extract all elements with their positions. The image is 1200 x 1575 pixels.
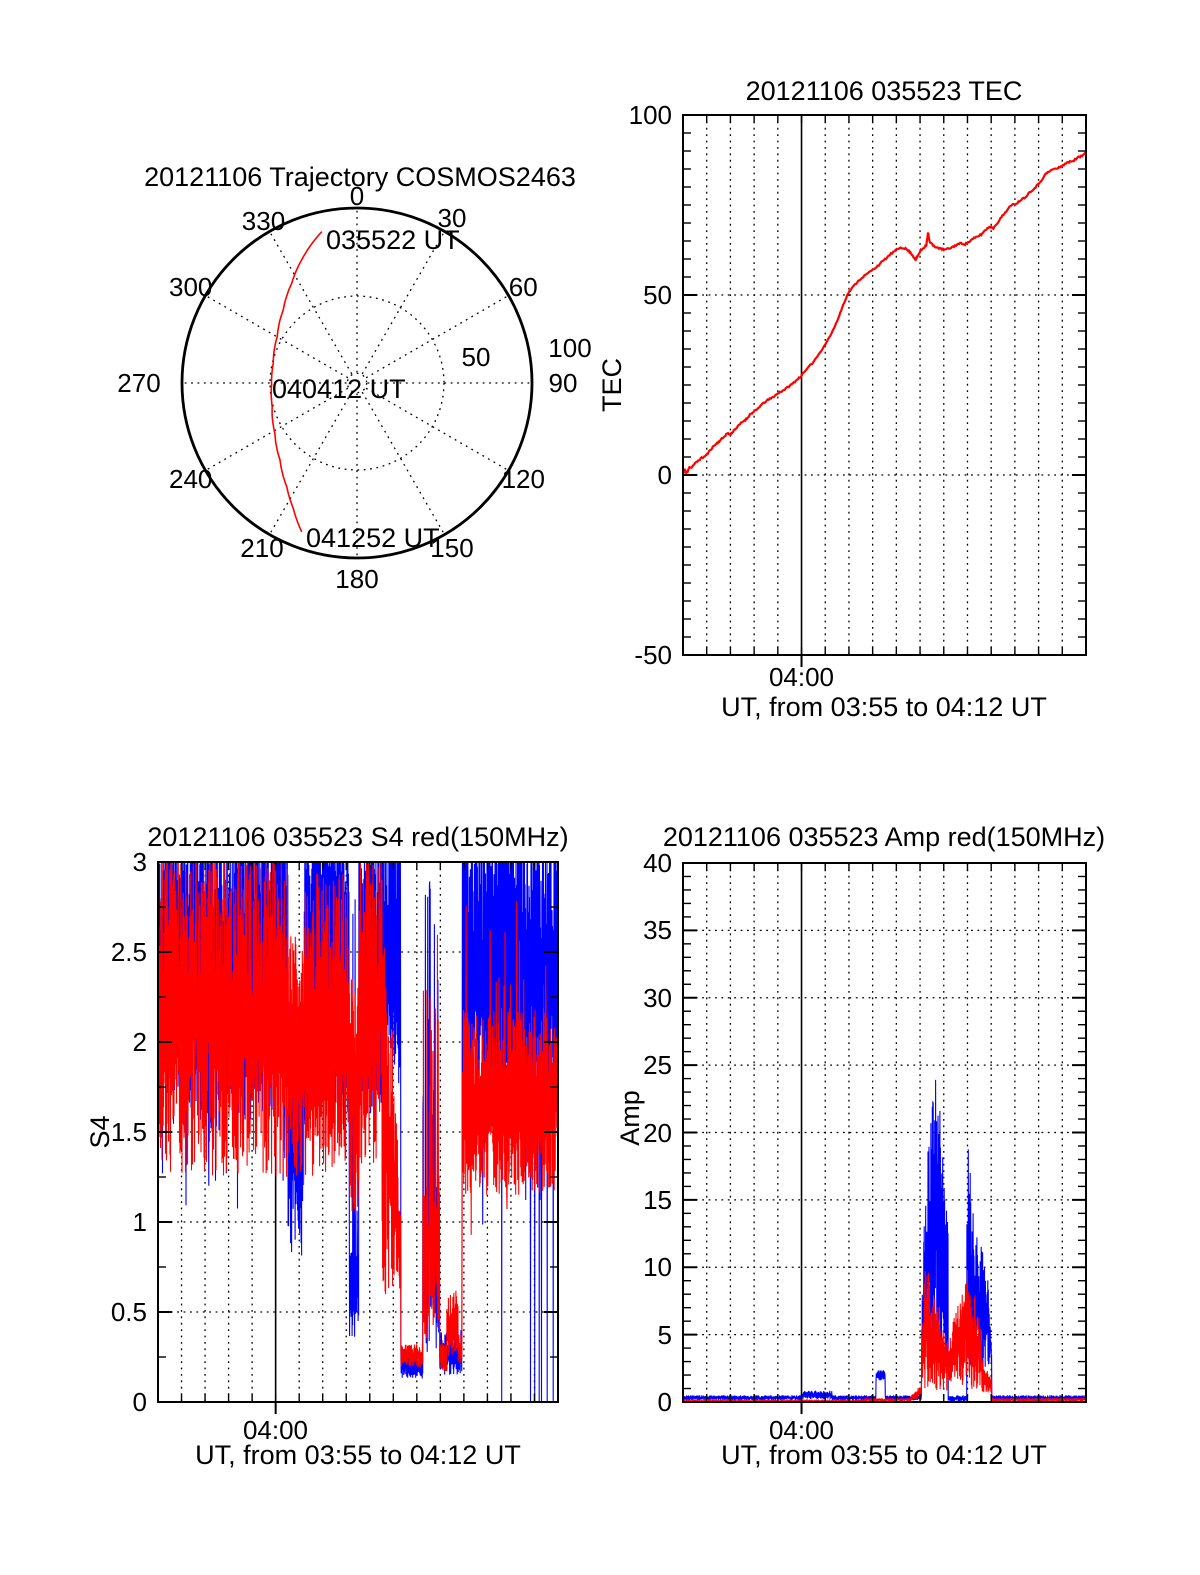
amp-x-axis-label: UT, from 03:55 to 04:12 UT [721,1440,1047,1470]
azimuth-tick-label-0: 0 [349,181,365,211]
series-blue-amp [683,1079,1086,1402]
radial-tick-label-100: 100 [548,333,592,363]
s4-y-tick-label: 2 [132,1027,147,1057]
azimuth-tick-label-240: 240 [169,464,213,494]
polar-spoke [361,391,446,535]
amp-y-tick-label: 5 [657,1319,672,1350]
azimuth-tick-label-90: 90 [548,368,578,398]
amp-y-tick-label: 20 [643,1117,672,1148]
tec-plot [682,114,1087,667]
amp-y-tick-label: 10 [643,1252,672,1283]
azimuth-tick-label-330: 330 [241,206,286,237]
s4-y-tick-label: 2.5 [110,937,147,967]
radial-tick-label-50: 50 [461,342,491,372]
s4-x-tick-label: 04:00 [242,1415,309,1445]
series-red-tec [683,151,1086,475]
tec-plot-title: 20121106 035523 TEC [745,76,1023,106]
polar-grid-ring [269,295,445,471]
s4-y-tick-label: 1 [132,1207,147,1237]
polar-spoke [268,391,353,535]
azimuth-tick-label-120: 120 [501,464,545,494]
trajectory-end-time-annotation: 041252 UT [306,523,440,553]
amp-plot [682,862,1087,1414]
azimuth-tick-label-180: 180 [335,564,379,594]
s4-y-tick-label: 0 [132,1387,147,1417]
amp-y-tick-label: 15 [643,1184,672,1215]
amp-plot-title: 20121106 035523 Amp red(150MHz) [662,822,1106,852]
plot-frame [682,862,1087,1403]
s4-y-tick-label: 0.5 [110,1297,147,1327]
polar-grid-ring [346,372,368,394]
amp-y-tick-label: 30 [643,982,672,1013]
series-red-amp [683,1270,1086,1402]
azimuth-tick-label-210: 210 [240,532,284,563]
tec-y-tick-label: 0 [657,460,672,490]
azimuth-tick-label-270: 270 [117,368,161,398]
amp-y-tick-label: 0 [657,1387,672,1417]
s4-plot [157,861,559,1414]
tec-y-tick-label: -50 [634,640,672,670]
trajectory-polar-plot [180,206,534,560]
s4-y-tick-label: 1.5 [110,1117,147,1147]
tec-x-axis-label: UT, from 03:55 to 04:12 UT [721,692,1047,722]
s4-y-tick-label: 3 [132,847,147,877]
amp-y-tick-label: 35 [643,915,672,946]
amp-x-tick-label: 04:00 [768,1415,835,1445]
azimuth-tick-label-300: 300 [169,272,213,302]
amp-y-tick-label: 40 [643,848,672,878]
amp-y-tick-label: 25 [643,1050,672,1081]
azimuth-tick-label-30: 30 [437,203,467,234]
s4-x-axis-label: UT, from 03:55 to 04:12 UT [195,1440,521,1470]
tec-y-tick-label: 100 [628,100,672,130]
s4-plot-title: 20121106 035523 S4 red(150MHz) [147,822,569,852]
trajectory-start-time-annotation: 035522 UT [326,225,460,255]
tec-x-tick-label: 04:00 [768,662,835,692]
azimuth-tick-label-150: 150 [430,532,474,563]
tec-y-tick-label: 50 [643,280,672,310]
azimuth-tick-label-60: 60 [508,272,538,302]
trajectory-path [270,231,323,533]
series-red-s4 [158,862,558,1372]
trajectory-plot-title: 20121106 Trajectory COSMOS2463 [144,162,576,192]
polar-outer-circle [180,206,534,560]
trajectory-mid-time-annotation: 040412 UT [272,374,406,404]
